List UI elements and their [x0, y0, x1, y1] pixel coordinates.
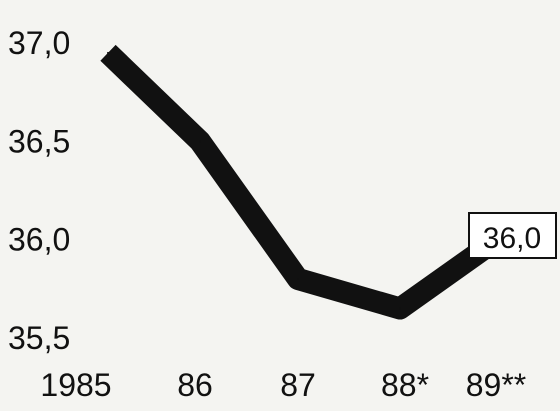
series-line: [100, 44, 504, 320]
y-tick-label: 36,0: [8, 222, 70, 258]
data-label: 36,0: [468, 212, 557, 259]
data-point: [297, 278, 299, 280]
y-axis: 37,0 36,5 36,0 35,5: [8, 25, 70, 356]
data-point: [399, 307, 401, 310]
data-point: [199, 140, 201, 143]
annotation-layer: 36,0: [468, 212, 557, 259]
x-tick-label: 86: [177, 367, 213, 403]
x-axis: 1985 86 87 88* 89**: [40, 367, 526, 403]
data-label-text: 36,0: [483, 222, 541, 255]
series-layer: [100, 44, 504, 320]
data-point: [107, 51, 109, 54]
y-tick-label: 36,5: [8, 123, 70, 159]
x-tick-label: 87: [280, 367, 316, 403]
y-tick-label: 37,0: [8, 25, 70, 61]
x-tick-label: 1985: [40, 367, 111, 403]
data-label-box: [468, 212, 557, 259]
y-tick-label: 35,5: [8, 320, 70, 356]
x-tick-label: 88*: [381, 367, 429, 403]
x-tick-label: 89**: [466, 367, 527, 403]
